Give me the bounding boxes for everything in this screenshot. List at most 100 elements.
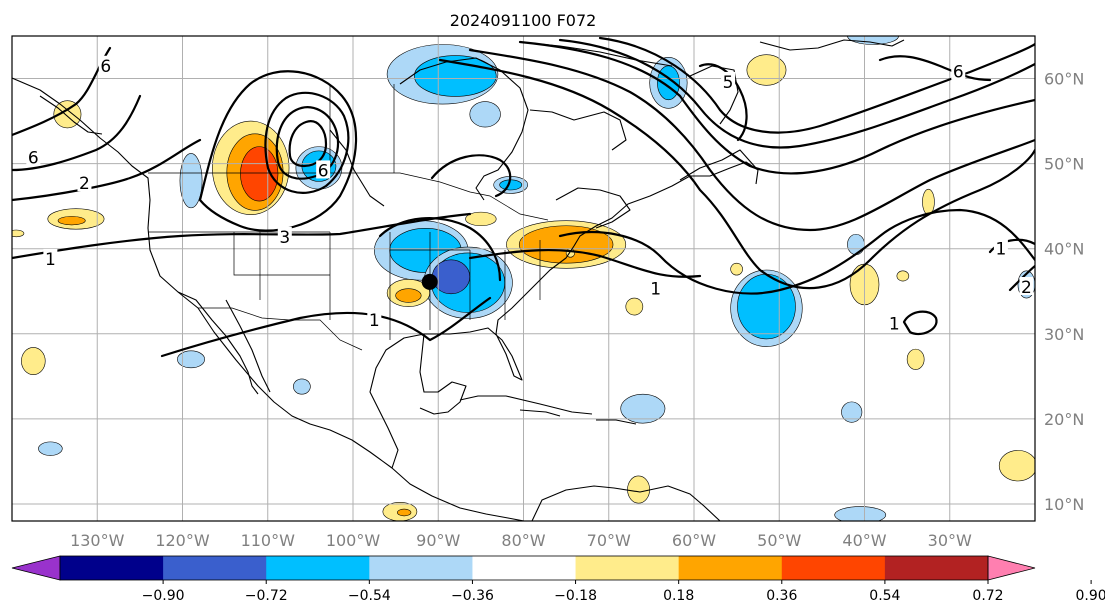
colorbar-outline (59, 555, 989, 581)
longitude-tick-label: 70°W (587, 531, 631, 550)
anomaly-region (906, 348, 925, 370)
anomaly-region (57, 216, 86, 226)
colorbar-swatch (781, 556, 886, 580)
latitude-tick-label: 20°N (1044, 410, 1084, 429)
colorbar-tick-label: −0.18 (554, 588, 597, 604)
graticule (12, 36, 1035, 521)
colorbar-tick-label: −0.72 (245, 588, 288, 604)
colorbar-tick-label: 0.72 (972, 588, 1003, 604)
anomaly-region (922, 188, 935, 215)
longitude-tick-label: 60°W (672, 531, 716, 550)
colorbar-extend-max (987, 555, 1036, 581)
contour-label: 6 (28, 149, 39, 169)
contour-label-background (993, 238, 1008, 257)
map-frame (11, 35, 1036, 522)
contour-label-background (43, 248, 58, 267)
contour-label-background (648, 278, 663, 297)
anomaly-region (730, 262, 743, 276)
colorbar-swatch (163, 556, 267, 580)
contour-label: 1 (889, 315, 900, 335)
colorbar (11, 555, 1092, 584)
colorbar-tick-label: −0.90 (142, 588, 185, 604)
contour-label: 2 (1021, 278, 1032, 298)
height-contours (12, 36, 1035, 358)
latitude-tick-label: 10°N (1044, 495, 1084, 514)
contour-label: 1 (995, 240, 1006, 260)
anomaly-region (625, 297, 644, 316)
anomaly-region (12, 229, 25, 238)
contour-label-background (951, 61, 966, 80)
latitude-tick-label: 60°N (1044, 70, 1084, 89)
colorbar-swatch (266, 556, 370, 580)
contour-label: 6 (100, 57, 111, 77)
longitude-tick-label: 130°W (70, 531, 125, 550)
anomaly-region (469, 101, 501, 128)
contour-label: 1 (650, 280, 661, 300)
contour-label: 6 (953, 63, 964, 83)
anomaly-region (179, 153, 203, 209)
anomaly-shading (12, 36, 1035, 521)
colorbar-swatch (472, 556, 577, 580)
anomaly-region (847, 36, 899, 45)
colorbar-extend-min (11, 555, 61, 581)
anomaly-region (293, 378, 311, 395)
longitude-tick-label: 40°W (842, 531, 886, 550)
contour-label: 1 (369, 311, 380, 331)
colorbar-tick-label: 0.90 (1076, 588, 1105, 604)
anomaly-region (896, 270, 910, 282)
contour-label-background (26, 147, 41, 166)
contour-label-background (1019, 277, 1034, 296)
latitude-labels: 10°N 20°N 30°N 40°N 50°N 60°N (1044, 70, 1084, 514)
latitude-tick-label: 50°N (1044, 155, 1084, 174)
anomaly-region (834, 506, 887, 521)
colorbar-swatch (60, 556, 164, 580)
longitude-tick-label: 100°W (326, 531, 381, 550)
colorbar-tick-label: −0.54 (348, 588, 391, 604)
colorbar-swatch (884, 556, 989, 580)
anomaly-region (397, 508, 412, 517)
figure-title: 2024091100 F072 (450, 11, 597, 30)
longitude-tick-label: 120°W (155, 531, 210, 550)
longitude-tick-label: 80°W (501, 531, 545, 550)
anomaly-region (53, 100, 82, 129)
anomaly-region (240, 146, 279, 202)
contour-label: 3 (279, 228, 290, 248)
contour-label-background (367, 310, 382, 329)
anomaly-region (746, 54, 787, 86)
anomaly-region (21, 347, 46, 375)
location-marker (421, 273, 438, 290)
anomaly-region (465, 211, 497, 227)
longitude-tick-label: 50°W (757, 531, 801, 550)
anomaly-region (395, 288, 422, 303)
anomaly-region (841, 401, 863, 423)
contour-label: 1 (45, 250, 56, 270)
contour-label: 5 (723, 73, 734, 93)
latitude-tick-label: 40°N (1044, 240, 1084, 259)
contour-label-background (721, 71, 736, 90)
colorbar-swatch (678, 556, 783, 580)
anomaly-region (38, 441, 63, 456)
anomaly-region (177, 350, 205, 369)
contour-label: 2 (79, 174, 90, 194)
contour-label-background (98, 55, 113, 74)
contour-label-background (77, 173, 92, 192)
longitude-labels: 130°W 120°W 110°W 100°W 90°W 80°W 70°W 60°W 50°W… (70, 531, 972, 550)
colorbar-tick-label: 0.18 (663, 588, 694, 604)
longitude-tick-label: 30°W (928, 531, 972, 550)
contour-label-background (887, 313, 902, 332)
colorbar-tick-label: 0.54 (869, 588, 900, 604)
colorbar-tick-label: −0.36 (451, 588, 494, 604)
anomaly-region (627, 475, 650, 504)
colorbar-tick-label: 0.36 (766, 588, 797, 604)
colorbar-swatch (575, 556, 680, 580)
contour-label: 6 (318, 161, 329, 181)
latitude-tick-label: 30°N (1044, 325, 1084, 344)
anomaly-region (998, 450, 1035, 482)
longitude-tick-label: 90°W (416, 531, 460, 550)
longitude-tick-label: 110°W (241, 531, 296, 550)
anomaly-region (847, 233, 865, 255)
contour-label-background (277, 226, 292, 245)
